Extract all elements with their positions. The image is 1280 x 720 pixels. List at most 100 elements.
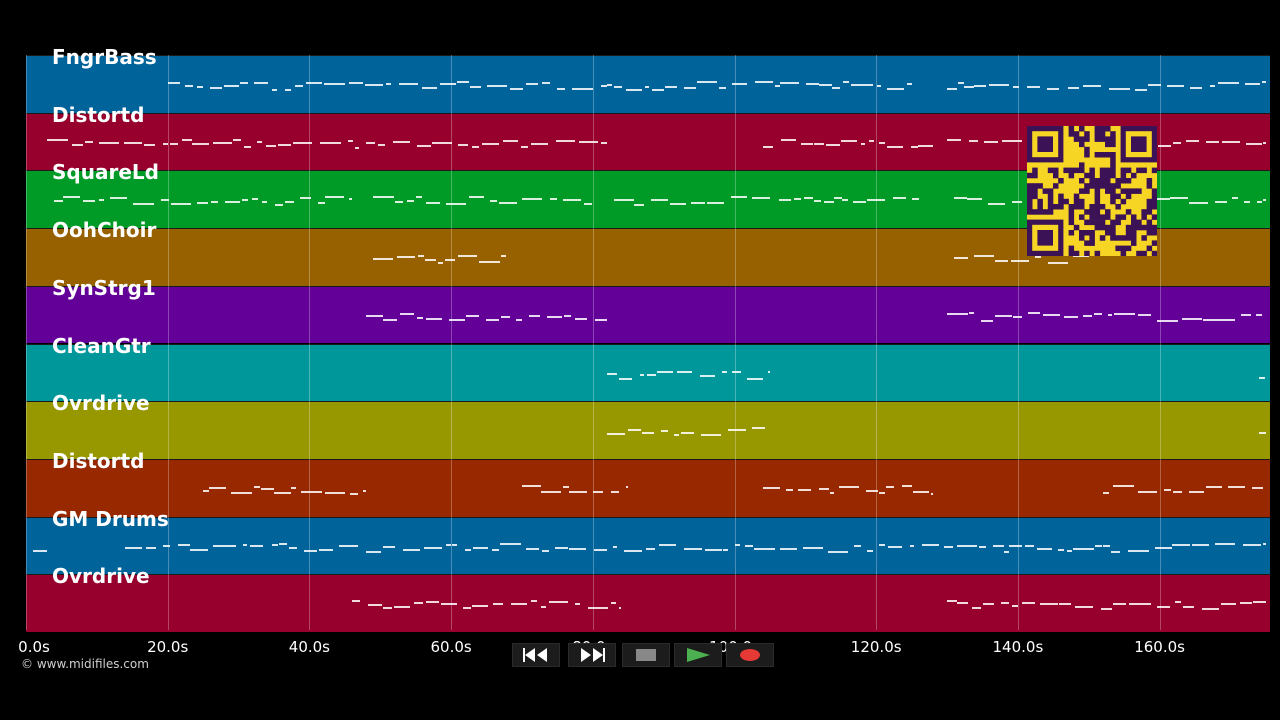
midi-note	[349, 492, 359, 495]
midi-note	[526, 547, 539, 550]
midi-note	[242, 543, 248, 546]
midi-note	[485, 318, 500, 321]
midi-note	[403, 548, 420, 551]
midi-note	[610, 490, 620, 493]
track-lane	[26, 458, 1270, 517]
midi-note	[197, 86, 203, 88]
midi-note	[231, 491, 253, 494]
midi-note	[1066, 549, 1073, 552]
midi-note	[1201, 608, 1220, 611]
midi-note	[416, 144, 431, 147]
midi-note	[931, 492, 934, 495]
midi-note	[1182, 317, 1202, 320]
midi-note	[893, 197, 907, 200]
midi-note	[978, 545, 986, 548]
midi-note	[1001, 139, 1022, 142]
play-button[interactable]	[674, 643, 722, 667]
track-name-label: SquareLd	[52, 160, 159, 185]
grid-line	[26, 55, 27, 630]
midi-note	[549, 601, 569, 604]
midi-note	[1170, 197, 1189, 200]
midi-note	[1013, 86, 1020, 88]
midi-note	[110, 197, 127, 200]
midi-note	[1027, 86, 1040, 88]
midi-note	[628, 429, 641, 432]
time-tick-label: 20.0s	[147, 638, 189, 656]
midi-note	[780, 547, 798, 550]
midi-note	[1245, 142, 1263, 145]
midi-note	[601, 141, 607, 144]
midi-note	[1173, 490, 1182, 493]
midi-note	[1202, 318, 1219, 321]
rewind-button[interactable]	[512, 643, 560, 667]
midi-note	[472, 546, 489, 549]
midi-note	[1101, 608, 1112, 611]
track-lane	[26, 285, 1270, 344]
midi-note	[642, 432, 654, 435]
record-button[interactable]	[726, 643, 774, 667]
midi-note	[254, 485, 260, 488]
midi-note	[1138, 313, 1151, 316]
midi-note	[727, 429, 746, 432]
midi-note	[306, 82, 322, 84]
midi-note	[169, 142, 179, 145]
midi-note	[383, 545, 396, 548]
midi-note	[887, 145, 903, 148]
midi-note	[819, 84, 832, 86]
midi-note	[983, 603, 995, 606]
midi-note	[1112, 603, 1126, 606]
midi-note	[700, 434, 721, 437]
midi-note	[228, 544, 236, 547]
midi-note	[424, 546, 442, 549]
midi-note	[762, 145, 773, 148]
midi-note	[957, 602, 968, 605]
midi-note	[528, 314, 540, 317]
midi-note	[1191, 543, 1209, 546]
midi-note	[657, 370, 673, 373]
midi-note	[171, 203, 191, 206]
fast-forward-button[interactable]	[568, 643, 616, 667]
grid-line	[309, 55, 311, 630]
midi-note	[973, 255, 994, 258]
midi-note	[780, 82, 799, 84]
midi-note	[351, 600, 360, 603]
midi-note	[500, 255, 507, 258]
midi-note	[1258, 376, 1265, 379]
midi-note	[240, 82, 249, 84]
midi-note	[865, 489, 879, 492]
stop-button[interactable]	[622, 643, 670, 667]
midi-note	[583, 203, 593, 206]
midi-note	[383, 318, 398, 321]
midi-note	[842, 199, 849, 202]
midi-note	[279, 542, 287, 545]
midi-note	[958, 82, 964, 84]
midi-note	[471, 605, 488, 608]
midi-note	[658, 543, 677, 546]
midi-note	[191, 142, 209, 145]
midi-note	[800, 142, 813, 145]
grid-line	[1017, 55, 1019, 630]
midi-note	[1252, 486, 1263, 489]
midi-note	[417, 255, 424, 258]
midi-note	[556, 88, 566, 90]
rewind-icon	[523, 648, 547, 662]
midi-note	[223, 85, 240, 87]
midi-note	[556, 139, 575, 142]
qr-code	[1027, 126, 1158, 257]
midi-note	[99, 199, 104, 202]
midi-note	[814, 200, 822, 203]
midi-note	[732, 370, 741, 373]
midi-note	[1073, 255, 1089, 258]
midi-note	[983, 140, 999, 143]
midi-note	[691, 202, 705, 205]
midi-note	[347, 139, 354, 142]
track-name-label: Ovrdrive	[52, 564, 150, 589]
midi-note	[861, 142, 866, 145]
midi-note	[511, 603, 528, 606]
midi-note	[1000, 602, 1009, 605]
midi-note	[1021, 602, 1035, 605]
midi-note	[196, 202, 209, 205]
midi-note	[1114, 312, 1135, 315]
midi-note	[465, 314, 479, 317]
midi-note	[425, 202, 440, 205]
